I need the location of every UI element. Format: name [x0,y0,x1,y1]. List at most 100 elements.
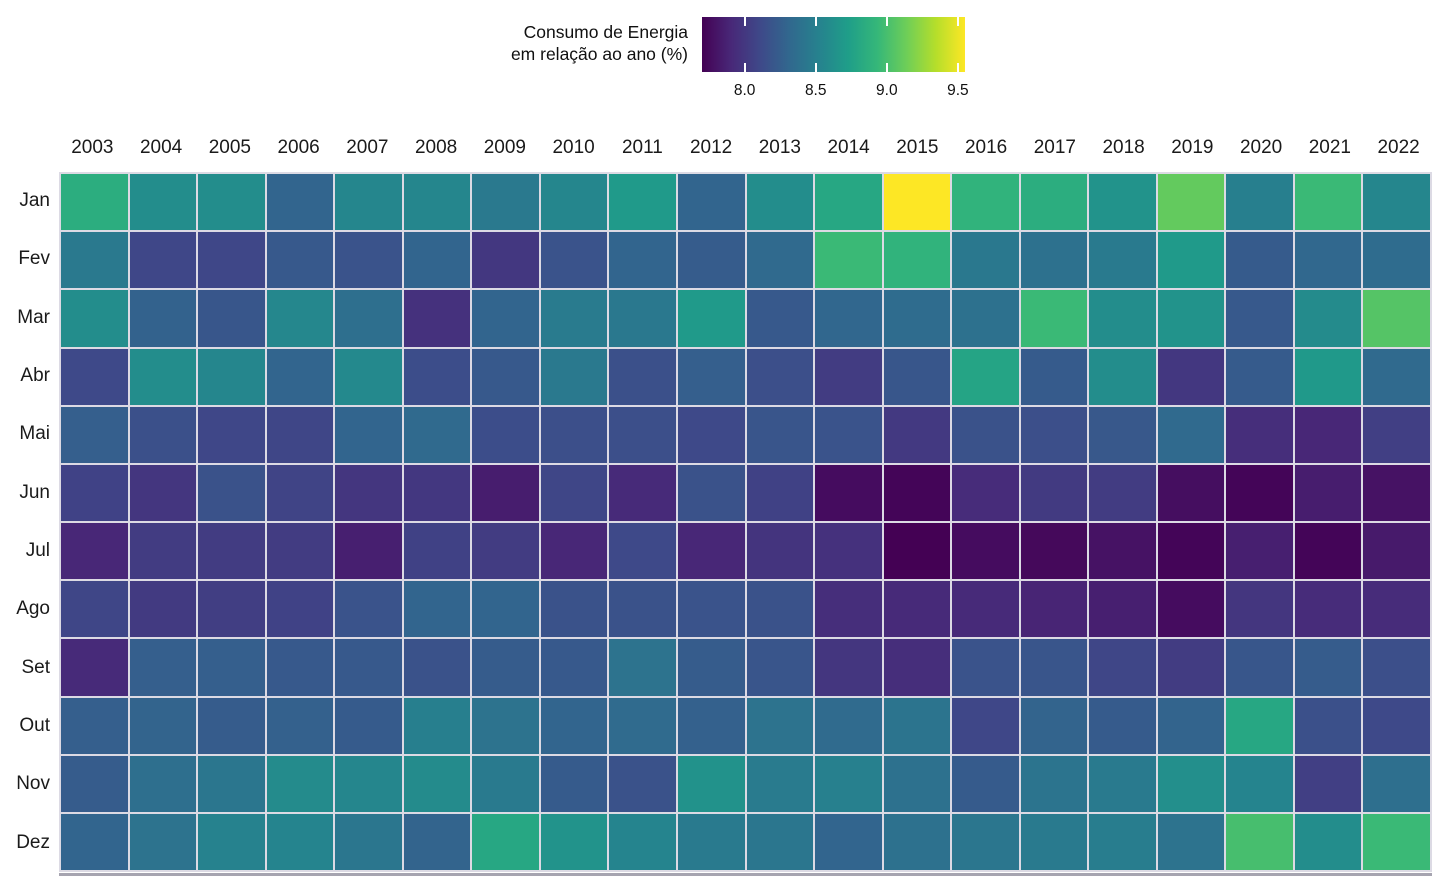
heatmap-cell [1020,348,1088,405]
heatmap-cell [540,581,608,638]
heatmap-cell [540,232,608,289]
heatmap-cell [61,639,128,696]
heatmap-cell [61,581,128,638]
heatmap-cell [746,406,814,463]
legend-title-line1: Consumo de Energia [523,22,688,42]
heatmap-cell [677,406,745,463]
heatmap-cell [266,232,334,289]
heatmap-cell [1294,639,1362,696]
heatmap-cell [1089,174,1156,231]
heatmap-cell [1089,348,1156,405]
heatmap-cell [403,290,471,347]
heatmap-cell [1226,406,1293,463]
heatmap-cell [335,813,402,870]
heatmap-cell [1089,697,1156,754]
heatmap-cell [1020,464,1088,521]
heatmap-cell [952,406,1019,463]
heatmap-cell [815,523,882,580]
y-axis-label-month: Out [19,715,50,737]
heatmap-cell [1020,813,1088,870]
colorbar-tick-label: 8.0 [733,82,756,99]
heatmap-cell [677,348,745,405]
heatmap-cell [883,348,951,405]
legend-title: Consumo de Energia em relação ao ano (%) [0,21,688,65]
colorbar-tick-mark [956,17,959,26]
heatmap-cell [609,464,676,521]
y-axis-label-month: Ago [16,598,50,620]
heatmap-cell [403,581,471,638]
x-axis-label-year: 2005 [208,137,252,158]
heatmap-cell [540,464,608,521]
heatmap-cell [677,232,745,289]
heatmap-cell [883,697,951,754]
heatmap-cell [129,406,197,463]
heatmap-cell [61,755,128,812]
heatmap-cell [883,290,951,347]
heatmap-cell [472,813,539,870]
heatmap-cell [1157,697,1225,754]
heatmap-cell [1294,523,1362,580]
x-axis-line [59,873,1432,876]
heatmap-cell [609,581,676,638]
heatmap-cell [746,639,814,696]
colorbar-tick-mark [885,17,888,26]
heatmap-cell [952,813,1019,870]
heatmap-cell [472,290,539,347]
heatmap-cell [129,232,197,289]
heatmap-cell [129,290,197,347]
heatmap-cell [1294,697,1362,754]
heatmap-cell [198,464,265,521]
heatmap-cell [403,464,471,521]
heatmap-cell [677,755,745,812]
heatmap-cell [746,464,814,521]
heatmap-cell [609,290,676,347]
colorbar-tick-mark [956,63,959,72]
heatmap-cell [1363,290,1430,347]
heatmap-cell [129,464,197,521]
heatmap-cell [1226,639,1293,696]
heatmap-cell [1020,697,1088,754]
heatmap-cell [609,697,676,754]
heatmap-cell [952,174,1019,231]
x-axis-label-year: 2016 [964,137,1008,158]
heatmap-cell [198,697,265,754]
heatmap-cell [1020,581,1088,638]
heatmap-cell [198,348,265,405]
heatmap-cell [1294,581,1362,638]
heatmap-cell [677,581,745,638]
heatmap-cell [952,755,1019,812]
heatmap-cell [746,581,814,638]
x-axis-label-year: 2008 [414,137,458,158]
heatmap-cell [883,755,951,812]
x-axis-label-year: 2011 [621,137,663,158]
heatmap-cell [61,813,128,870]
heatmap-cell [1363,348,1430,405]
heatmap-cell [335,348,402,405]
heatmap-cell [1363,523,1430,580]
heatmap-cell [266,348,334,405]
heatmap-cell [540,406,608,463]
heatmap-cell [952,290,1019,347]
x-axis-label-year: 2013 [758,137,802,158]
heatmap-cell [403,406,471,463]
heatmap-cell [266,813,334,870]
x-axis-label-year: 2007 [346,137,389,158]
y-axis-label-month: Abr [20,365,50,387]
heatmap-cell [1157,755,1225,812]
colorbar [702,17,965,72]
heatmap-cell [129,639,197,696]
heatmap-cell [61,697,128,754]
heatmap-cell [746,755,814,812]
colorbar-tick-label: 8.5 [804,82,827,99]
heatmap-cell [335,581,402,638]
heatmap-cell [1089,406,1156,463]
heatmap-cell [815,581,882,638]
heatmap-cell [1226,464,1293,521]
heatmap-cell [1294,406,1362,463]
heatmap-cell [1294,290,1362,347]
heatmap-cell [335,232,402,289]
colorbar-tick-label: 9.0 [876,82,898,99]
heatmap-cell [403,813,471,870]
heatmap-cell [1157,406,1225,463]
x-axis-label-year: 2012 [689,137,733,158]
